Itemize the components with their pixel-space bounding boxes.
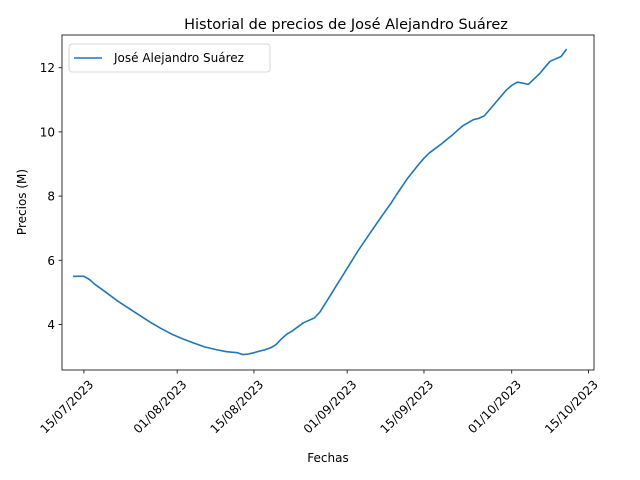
y-tick-label: 8 xyxy=(47,190,55,204)
y-axis-label: Precios (M) xyxy=(15,169,29,235)
y-tick-label: 6 xyxy=(47,254,55,268)
chart-title: Historial de precios de José Alejandro S… xyxy=(184,17,508,33)
series-line xyxy=(73,48,568,356)
legend-box xyxy=(68,43,271,73)
plot-frame xyxy=(61,34,595,371)
y-tick-label: 12 xyxy=(40,61,55,75)
y-tick-label: 4 xyxy=(47,318,55,332)
legend-label: José Alejandro Suárez xyxy=(113,51,244,65)
y-axis: 4 6 8 10 12 xyxy=(40,61,62,332)
y-tick-label: 10 xyxy=(40,125,55,139)
plot-lines xyxy=(73,48,568,356)
legend: José Alejandro Suárez xyxy=(68,43,271,73)
x-axis-label: Fechas xyxy=(307,451,348,465)
